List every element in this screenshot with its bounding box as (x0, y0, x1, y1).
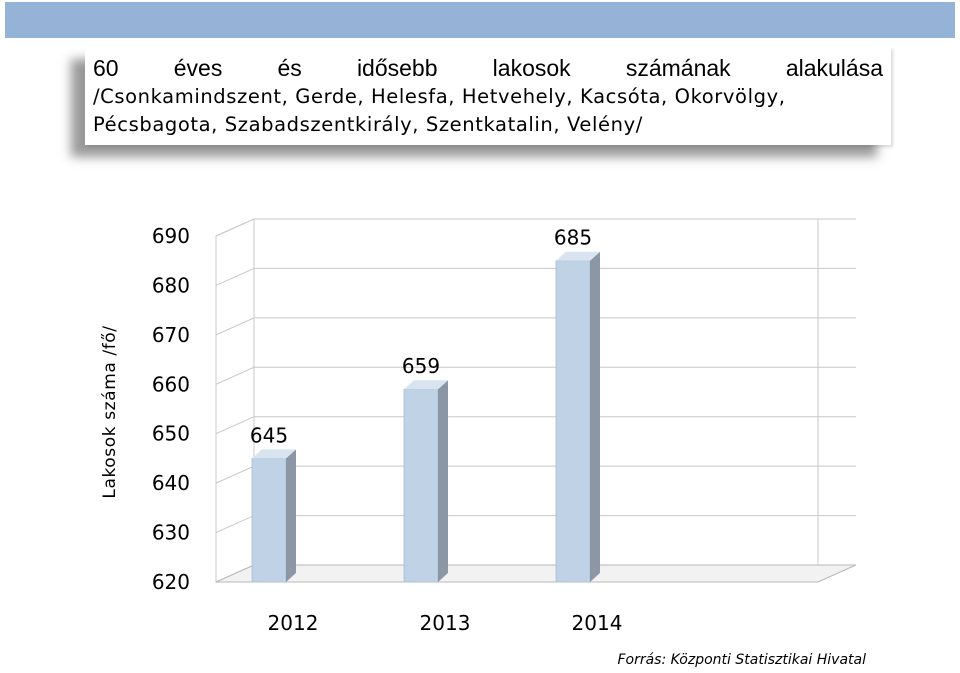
bar-side (590, 251, 600, 582)
x-tick-label: 2014 (572, 611, 623, 635)
bar-top (404, 380, 448, 390)
bar-front (403, 388, 439, 583)
x-axis-ticks: 2012 2013 2014 (268, 611, 623, 635)
y-tick-label: 670 (152, 323, 190, 347)
gridline (215, 218, 856, 237)
gridline (215, 267, 856, 286)
gridline (215, 416, 856, 435)
bar (251, 449, 296, 583)
gridline (215, 317, 856, 336)
gridlines (215, 218, 856, 534)
chart-title: 60 éves és idősebb lakosok számának alak… (93, 55, 883, 81)
chart-subtitle-line-2: Pécsbagota, Szabadszentkirály, Szentkata… (93, 113, 643, 136)
chart-title-box: 60 éves és idősebb lakosok számának alak… (85, 47, 891, 145)
y-axis-ticks: 690 680 670 660 650 640 630 620 (152, 224, 190, 594)
bar-front (251, 458, 287, 583)
data-label: 685 (554, 226, 592, 250)
bar-top (556, 251, 600, 261)
x-tick-label: 2013 (420, 611, 471, 635)
data-labels: 645 659 685 (250, 226, 592, 448)
chart-subtitle-line-1: /Csonkamindszent, Gerde, Helesfa, Hetveh… (93, 85, 786, 108)
bar (555, 251, 600, 583)
y-tick-label: 650 (152, 422, 190, 446)
y-tick-label: 690 (152, 224, 190, 248)
bar-front (555, 260, 591, 583)
back-wall (253, 218, 819, 566)
y-tick-label: 660 (152, 372, 190, 396)
data-label: 645 (250, 423, 288, 447)
header-band (5, 2, 955, 38)
x-tick-label: 2012 (268, 611, 319, 635)
chart-walls (215, 218, 857, 583)
bars (251, 251, 600, 583)
gridline (215, 366, 856, 385)
bar (403, 380, 448, 583)
y-tick-label: 620 (152, 570, 190, 594)
y-tick-label: 680 (152, 273, 190, 297)
floor (215, 564, 857, 583)
y-tick-label: 630 (152, 521, 190, 545)
y-tick-label: 640 (152, 471, 190, 495)
side-wall (215, 218, 255, 583)
bar-side (286, 449, 296, 582)
bar-side (438, 380, 448, 582)
bar-top (252, 449, 296, 459)
data-label: 659 (402, 354, 440, 378)
source-note: Forrás: Központi Statisztikai Hivatal (617, 652, 866, 668)
